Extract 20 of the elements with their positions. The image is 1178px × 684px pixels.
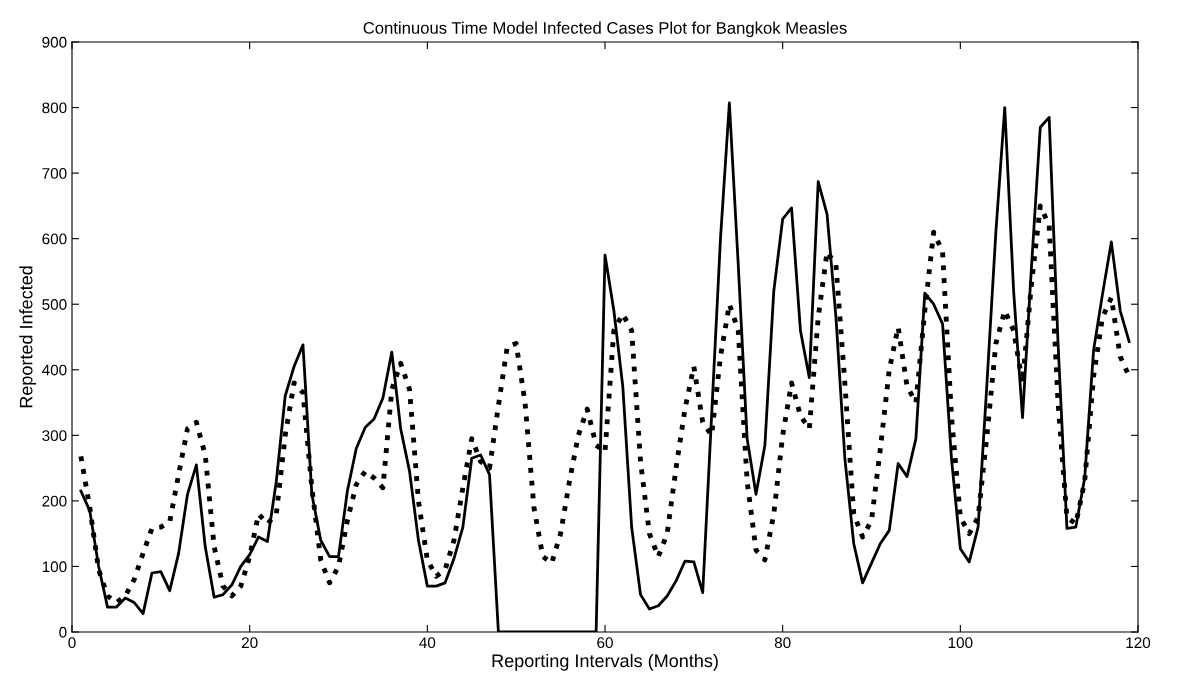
x-tick-label: 80 xyxy=(774,637,791,649)
x-tick-label: 100 xyxy=(948,637,973,649)
chart-title: Continuous Time Model Infected Cases Plot for Bangkok Measles xyxy=(363,21,847,38)
x-tick-label: 0 xyxy=(68,637,76,649)
y-tick-label: 800 xyxy=(42,102,67,114)
y-tick-label: 200 xyxy=(42,495,67,507)
y-tick-label: 600 xyxy=(42,233,67,245)
y-axis-title: Reported Infected xyxy=(19,266,37,408)
y-tick-label: 0 xyxy=(59,626,67,638)
x-tick-label: 20 xyxy=(241,637,258,649)
x-axis-title: Reporting Intervals (Months) xyxy=(492,653,718,671)
x-tick-label: 120 xyxy=(1126,637,1151,649)
x-tick-label: 40 xyxy=(419,637,436,649)
y-tick-label: 900 xyxy=(42,36,67,48)
y-tick-label: 400 xyxy=(42,364,67,376)
y-tick-label: 300 xyxy=(42,430,67,442)
y-tick-label: 500 xyxy=(42,299,67,310)
x-tick-label: 60 xyxy=(597,637,613,649)
y-tick-label: 100 xyxy=(42,561,67,573)
y-tick-label: 700 xyxy=(42,167,67,179)
